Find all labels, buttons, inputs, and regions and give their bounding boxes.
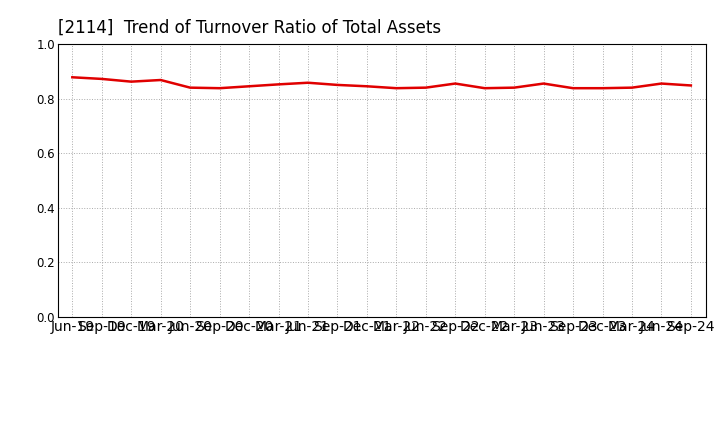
Text: [2114]  Trend of Turnover Ratio of Total Assets: [2114] Trend of Turnover Ratio of Total …	[58, 19, 441, 37]
